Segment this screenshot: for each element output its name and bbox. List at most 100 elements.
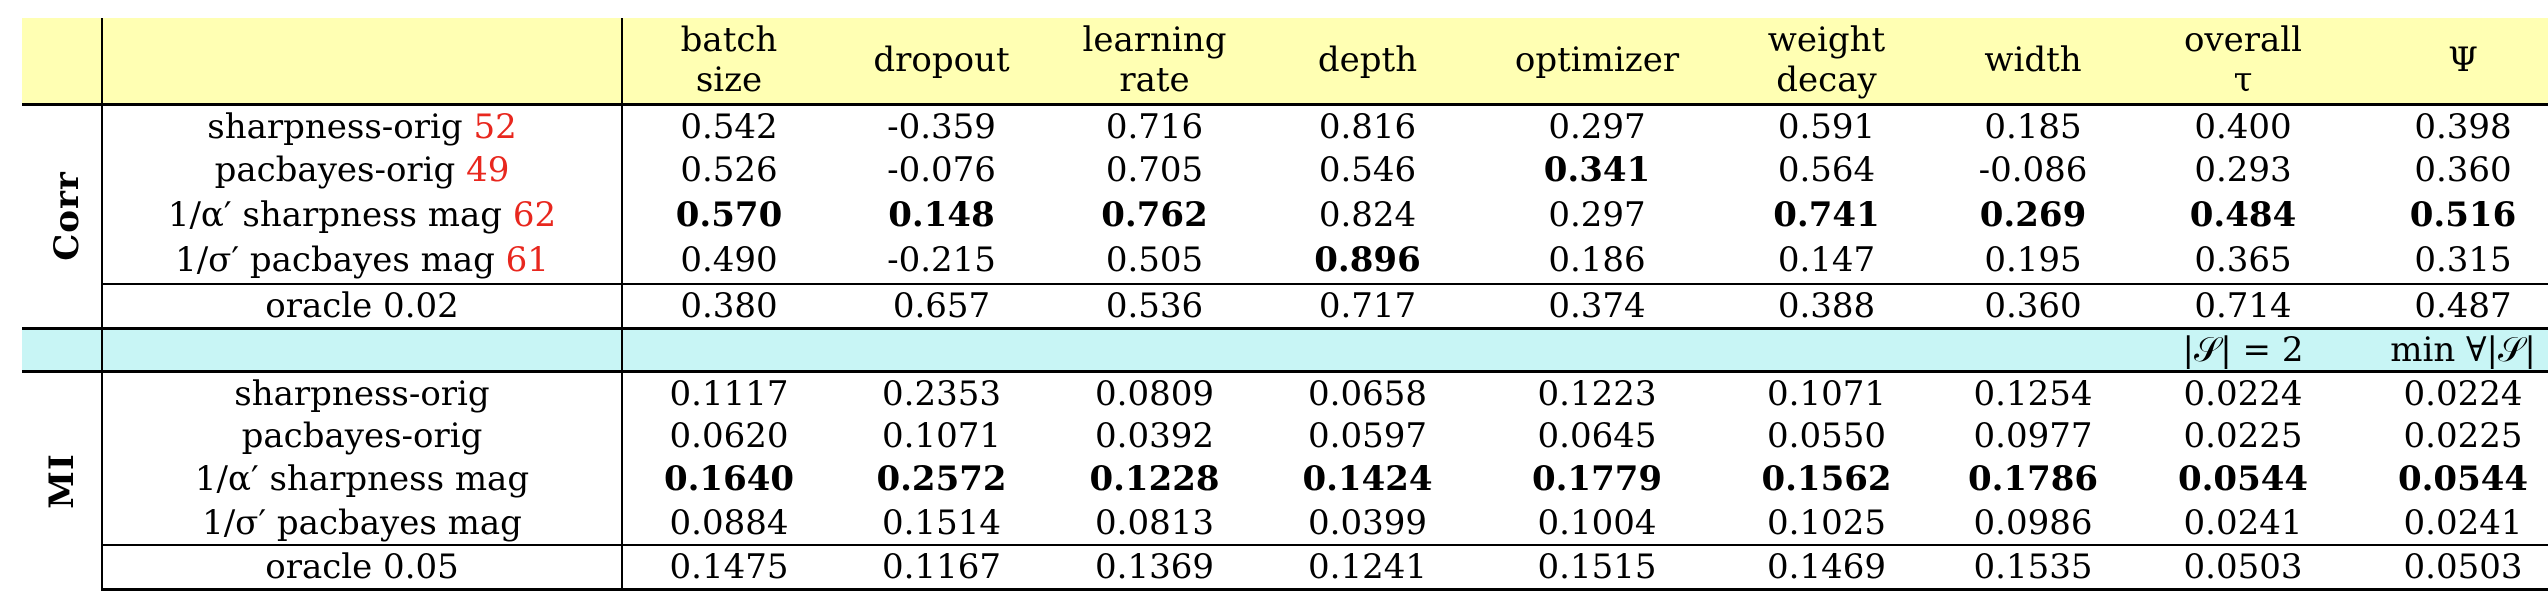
subheader-min-set: min ∀|𝒮|	[2353, 326, 2548, 371]
oracle-value-cell: 0.1369	[1048, 543, 1261, 591]
row-name: sharpness-orig	[234, 373, 490, 414]
subheader-empty	[622, 326, 835, 371]
column-header-line: τ	[2233, 60, 2253, 101]
value-cell: 0.1025	[1767, 502, 1886, 543]
value-cell: 0.1071	[882, 415, 1001, 456]
mi-group-label-cell: MI	[22, 369, 103, 589]
oracle-value-cell: 0.1515	[1474, 543, 1720, 591]
value-cell: 0.564	[1777, 150, 1876, 190]
row-name: 1/σ′ pacbayes mag	[175, 240, 495, 280]
value-cell: 0.147	[1777, 240, 1876, 280]
value-cell: 0.816	[1261, 102, 1474, 148]
value-cell: 0.297	[1548, 195, 1646, 235]
header-row: batch size dropout learning rate depth optimiz…	[22, 18, 2548, 104]
subheader-corner-name	[102, 326, 623, 371]
value-cell: 0.0884	[669, 502, 789, 543]
value-cell: 0.0241	[2403, 502, 2523, 543]
subheader-set-size: |𝒮| = 2	[2133, 326, 2353, 371]
oracle-name: oracle 0.02	[102, 282, 623, 328]
value-cell: 0.705	[1105, 150, 1204, 190]
value-cell: 0.398	[2353, 102, 2548, 148]
value-cell: -0.359	[835, 102, 1048, 148]
value-cell: 0.526	[680, 150, 778, 190]
value-cell: 0.505	[1105, 240, 1204, 280]
citation-ref: 62	[512, 195, 557, 235]
mi-section: MI sharpness-orig 0.1117 0.2353 0.0809 0.0658…	[22, 369, 2548, 591]
value-cell: 0.716	[1048, 102, 1261, 148]
value-cell: 0.1640	[663, 459, 795, 499]
oracle-value-cell: 0.1475	[622, 543, 835, 591]
value-cell: 0.400	[2133, 102, 2353, 148]
value-cell: 0.365	[2194, 240, 2292, 280]
subheader-empty	[835, 326, 1048, 371]
value-cell: 0.0550	[1767, 415, 1886, 456]
row-name-cell: 1/α′ sharpness mag	[102, 456, 623, 502]
oracle-value-cell: 0.1469	[1720, 543, 1933, 591]
column-header: learning rate	[1048, 18, 1261, 104]
column-header: Ψ	[2353, 18, 2548, 104]
row-name-cell: 1/σ′ pacbayes mag	[102, 501, 623, 545]
oracle-value-cell: 0.388	[1720, 282, 1933, 328]
citation-ref: 61	[505, 240, 549, 280]
value-cell: 0.1786	[1967, 459, 2099, 499]
row-name: sharpness-orig	[207, 106, 463, 147]
oracle-value-cell: 0.0503	[2353, 543, 2548, 591]
oracle-value-cell: 0.536	[1048, 282, 1261, 328]
value-cell: 0.1117	[622, 369, 835, 415]
value-cell: 0.0224	[2133, 369, 2353, 415]
column-header: weight decay	[1720, 18, 1933, 104]
citation-ref: 52	[473, 106, 517, 147]
value-cell: 0.0813	[1095, 502, 1214, 543]
oracle-value-cell: 0.1241	[1261, 543, 1474, 591]
subheader-empty	[1720, 326, 1933, 371]
value-cell: 0.0225	[2403, 415, 2523, 456]
value-cell: 0.293	[2194, 150, 2292, 190]
column-header: dropout	[835, 18, 1048, 104]
value-cell: 0.269	[1979, 195, 2087, 235]
value-cell: 0.1223	[1474, 369, 1720, 415]
corr-row: 1/σ′ pacbayes mag 61 0.490 -0.215 0.505 0.89…	[22, 237, 2548, 284]
row-name-cell: pacbayes-orig	[102, 414, 623, 457]
value-cell: 0.185	[1933, 102, 2133, 148]
value-cell: 0.0399	[1308, 502, 1427, 543]
column-header-line: decay	[1776, 60, 1877, 101]
corr-oracle-row: oracle 0.02 0.380 0.657 0.536 0.717 0.374 0.38…	[22, 282, 2548, 328]
value-cell: 0.1562	[1761, 459, 1892, 499]
row-name: pacbayes-orig	[241, 415, 483, 456]
corr-row: 1/α′ sharpness mag 62 0.570 0.148 0.762 0.82…	[22, 192, 2548, 238]
citation-ref: 49	[466, 150, 510, 190]
subheader-section: |𝒮| = 2 min ∀|𝒮|	[22, 326, 2548, 371]
column-header-line: size	[695, 60, 763, 101]
oracle-value-cell: 0.374	[1474, 282, 1720, 328]
value-cell: 0.762	[1101, 195, 1208, 235]
column-header-line: weight	[1767, 20, 1886, 61]
subheader-empty	[1933, 326, 2133, 371]
corr-group-label: Corr	[46, 171, 87, 261]
mi-row: 1/σ′ pacbayes mag 0.0884 0.1514 0.0813 0.039…	[22, 501, 2548, 545]
value-cell: 0.490	[680, 240, 778, 280]
results-table: batch size dropout learning rate depth optimiz…	[22, 18, 2548, 591]
subheader-empty	[1474, 326, 1720, 371]
oracle-value-cell: 0.657	[835, 282, 1048, 328]
value-cell: 0.1254	[1933, 369, 2133, 415]
value-cell: 0.546	[1318, 150, 1417, 190]
value-cell: 0.591	[1720, 102, 1933, 148]
column-header: batch size	[622, 18, 835, 104]
column-header: width	[1933, 18, 2133, 104]
value-cell: 0.0977	[1973, 415, 2093, 456]
value-cell: 0.2353	[835, 369, 1048, 415]
oracle-value-cell: 0.717	[1261, 282, 1474, 328]
subheader-empty	[1048, 326, 1261, 371]
value-cell: 0.0225	[2183, 415, 2303, 456]
results-table-container: batch size dropout learning rate depth optimiz…	[22, 18, 2548, 591]
column-header-line: learning	[1082, 20, 1227, 61]
value-cell: 0.0658	[1261, 369, 1474, 415]
value-cell: 0.0645	[1537, 415, 1657, 456]
row-name: 1/σ′ pacbayes mag	[202, 502, 522, 543]
oracle-value-cell: 0.714	[2133, 282, 2353, 328]
value-cell: 0.2572	[876, 459, 1007, 499]
header-corner-group	[22, 18, 103, 104]
value-cell: -0.086	[1978, 150, 2088, 190]
value-cell: 0.195	[1984, 240, 2082, 280]
row-name: 1/α′ sharpness mag	[194, 459, 530, 499]
